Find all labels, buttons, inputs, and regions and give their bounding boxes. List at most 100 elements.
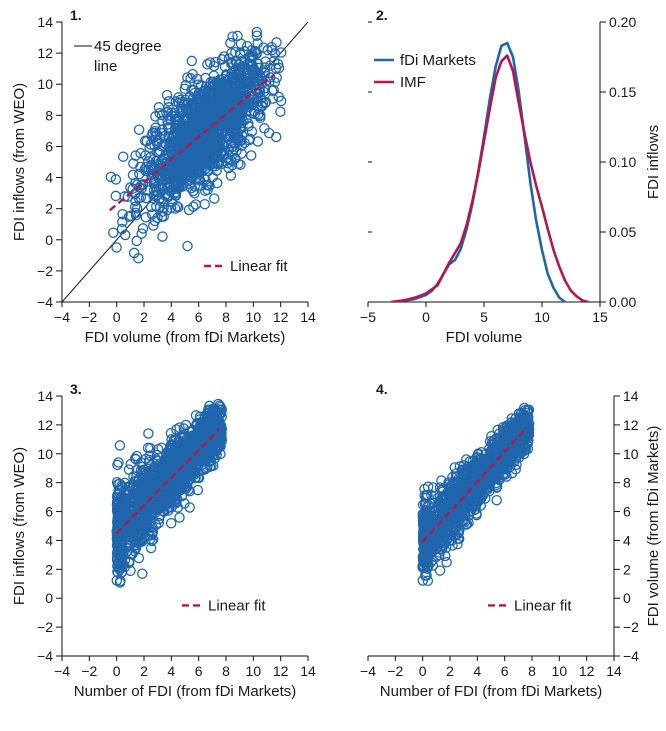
scatter-point [221, 152, 233, 164]
scatter-point [150, 122, 161, 134]
scatter-point [168, 170, 179, 182]
scatter-point [125, 210, 136, 221]
scatter-point [506, 431, 518, 443]
scatter-point [246, 60, 257, 71]
scatter-point [116, 505, 128, 517]
legend-label: Linear fit [230, 258, 288, 275]
legend-label: fDi Markets [400, 52, 476, 69]
scatter-point [140, 212, 152, 223]
scatter-point [465, 469, 477, 480]
scatter-point [202, 85, 213, 97]
y-tick-label: 10 [37, 76, 53, 92]
x-tick-label: 8 [222, 309, 230, 325]
scatter-point [223, 162, 234, 174]
scatter-point [131, 450, 143, 462]
scatter-point [182, 240, 193, 252]
scatter-point [163, 96, 175, 107]
scatter-point [512, 419, 523, 431]
scatter-point [233, 158, 244, 169]
x-tick-label: 4 [473, 663, 481, 679]
scatter-point [156, 211, 168, 222]
scatter-point [224, 117, 235, 129]
scatter-point [138, 482, 150, 494]
x-tick-label: −5 [360, 309, 376, 325]
scatter-point [424, 522, 435, 533]
scatter-point [469, 504, 481, 515]
scatter-point [206, 97, 217, 109]
y-tick-label: 2 [45, 201, 53, 217]
scatter-point [218, 94, 230, 105]
scatter-point [196, 89, 208, 101]
scatter-point [123, 211, 135, 222]
x-tick-label: 0 [113, 663, 121, 679]
scatter-point [501, 443, 512, 454]
scatter-point [252, 136, 264, 147]
scatter-point [216, 54, 228, 65]
scatter-point [189, 446, 200, 458]
scatter-point [417, 575, 429, 586]
scatter-point [110, 174, 122, 185]
scatter-point [246, 45, 257, 56]
scatter-point [131, 471, 142, 482]
scatter-point [162, 115, 173, 126]
scatter-point [152, 186, 164, 198]
scatter-point [185, 73, 196, 84]
x-tick-label: 0 [422, 309, 430, 325]
scatter-point [142, 442, 154, 454]
scatter-point [164, 113, 176, 125]
scatter-point [444, 487, 455, 498]
scatter-point [275, 106, 286, 117]
scatter-point [262, 44, 273, 56]
x-tick-label: −2 [81, 309, 97, 325]
x-tick-label: 5 [480, 309, 488, 325]
scatter-point [454, 495, 466, 507]
scatter-point [228, 84, 240, 96]
scatter-point [187, 185, 199, 197]
scatter-point [190, 157, 201, 169]
scatter-point [128, 158, 139, 169]
x-tick-label: 12 [273, 663, 289, 679]
x-tick-label: 2 [140, 663, 148, 679]
y-tick-label: 12 [623, 417, 639, 433]
scatter-point [441, 557, 452, 568]
scatter-point [214, 141, 226, 153]
y-tick-label: 6 [45, 504, 53, 520]
scatter-point [216, 404, 228, 415]
scatter-point [141, 161, 152, 173]
scatter-point [259, 123, 270, 134]
scatter-point [143, 428, 154, 439]
plot-area [62, 22, 308, 302]
scatter-point [499, 469, 511, 480]
scatter-point [225, 170, 237, 181]
scatter-point [125, 565, 136, 577]
scatter-point [153, 102, 165, 113]
x-tick-label: 6 [501, 663, 509, 679]
scatter-point [204, 57, 216, 68]
scatter-point [237, 75, 248, 86]
scatter-point [522, 437, 534, 449]
x-tick-label: 10 [246, 309, 262, 325]
scatter-point [108, 227, 119, 238]
scatter-point [173, 201, 184, 213]
scatter-point [456, 510, 467, 521]
y-tick-label: 0 [623, 590, 631, 606]
y-tick-label: 8 [45, 475, 53, 491]
scatter-point [131, 235, 142, 247]
scatter-point [168, 491, 180, 503]
y-tick-label: 0 [45, 232, 53, 248]
y-tick-label: −4 [37, 648, 53, 664]
scatter-point [420, 559, 432, 570]
scatter-point [193, 169, 205, 180]
scatter-point [497, 422, 509, 433]
scatter-point [158, 196, 169, 207]
scatter-point [128, 523, 139, 535]
scatter-point [202, 448, 214, 460]
scatter-point [204, 461, 216, 472]
scatter-point [137, 223, 149, 234]
x-tick-label: 6 [195, 309, 203, 325]
scatter-point [459, 516, 471, 527]
x-tick-label: 12 [273, 309, 289, 325]
x-tick-label: 14 [300, 309, 316, 325]
